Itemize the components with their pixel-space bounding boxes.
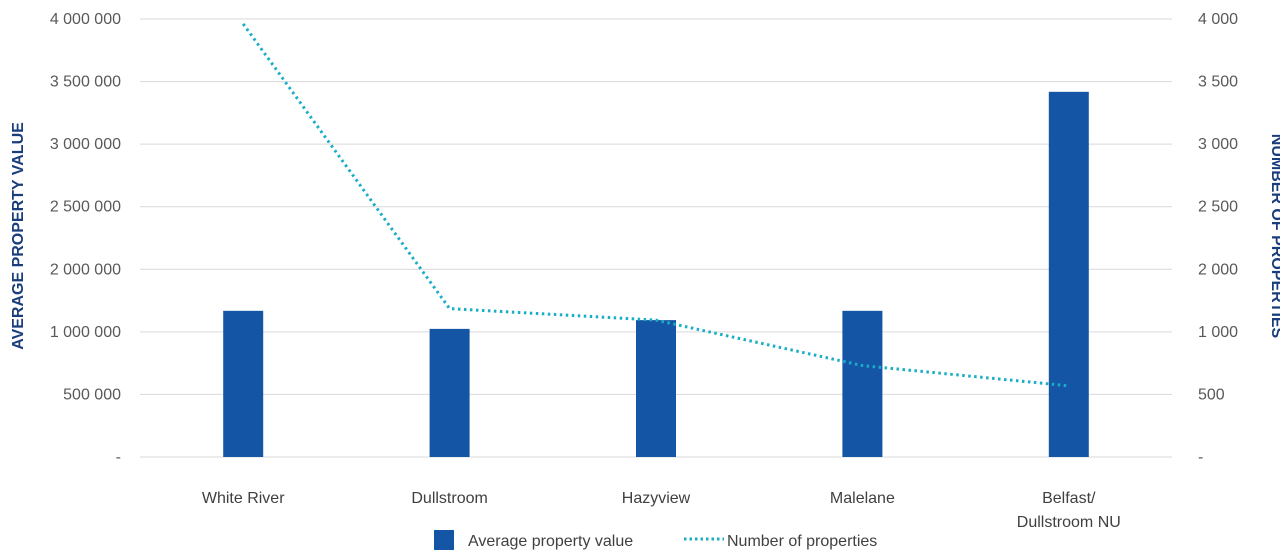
legend-swatch-bar xyxy=(434,530,454,550)
bar xyxy=(1049,92,1089,457)
bar xyxy=(430,329,470,457)
right-tick-label: 3 500 xyxy=(1198,74,1238,91)
category-labels: White River Dullstroom Hazyview Malelane Bel… xyxy=(202,490,1121,531)
right-axis-ticks: - 500 1 000 2 000 2 500 3 000 3 500 4 000 xyxy=(1198,11,1238,466)
bar xyxy=(842,311,882,457)
category-label: White River xyxy=(202,490,285,507)
right-tick-label: 4 000 xyxy=(1198,11,1238,28)
left-tick-label: 3 500 000 xyxy=(50,74,121,91)
bar xyxy=(223,311,263,457)
bar xyxy=(636,320,676,457)
right-tick-label: 500 xyxy=(1198,386,1225,403)
left-tick-label: 500 000 xyxy=(63,386,121,403)
legend-label-line: Number of properties xyxy=(727,533,877,550)
right-tick-label: 2 000 xyxy=(1198,261,1238,278)
legend-label-bar: Average property value xyxy=(468,533,633,550)
left-tick-label: - xyxy=(116,449,121,466)
right-tick-label: 3 000 xyxy=(1198,136,1238,153)
left-tick-label: 2 500 000 xyxy=(50,199,121,216)
left-axis-ticks: - 500 000 1 000 000 2 000 000 2 500 000 3 000… xyxy=(50,11,121,466)
right-axis-title: NUMBER OF PROPERTIES xyxy=(1268,134,1280,339)
left-tick-label: 2 000 000 xyxy=(50,261,121,278)
bar-series xyxy=(223,92,1089,457)
category-label: Malelane xyxy=(830,490,895,507)
left-tick-label: 3 000 000 xyxy=(50,136,121,153)
category-label: Dullstroom xyxy=(411,490,487,507)
right-tick-label: 2 500 xyxy=(1198,199,1238,216)
legend: Average property value Number of propert… xyxy=(434,530,877,550)
category-label: Belfast/Dullstroom NU xyxy=(1017,490,1121,531)
left-tick-label: 1 000 000 xyxy=(50,324,121,341)
left-axis-title: AVERAGE PROPERTY VALUE xyxy=(10,122,27,350)
right-tick-label: 1 000 xyxy=(1198,324,1238,341)
left-tick-label: 4 000 000 xyxy=(50,11,121,28)
right-tick-label: - xyxy=(1198,449,1203,466)
category-label: Hazyview xyxy=(622,490,691,507)
